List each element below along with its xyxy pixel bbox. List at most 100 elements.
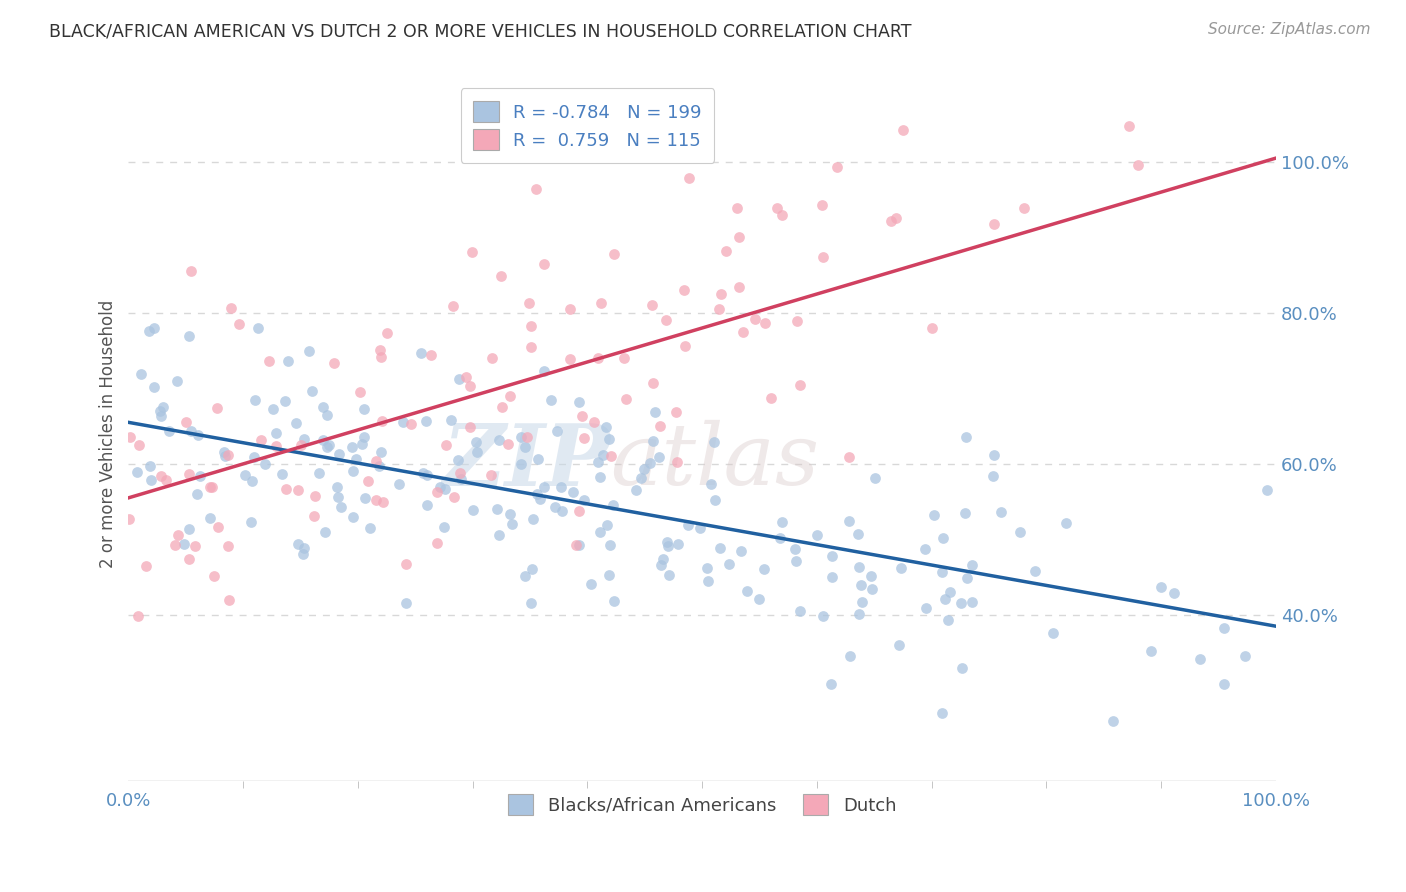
Point bbox=[540, 392, 562, 407]
Point bbox=[1102, 714, 1125, 728]
Point bbox=[759, 391, 782, 405]
Point bbox=[273, 394, 295, 409]
Point bbox=[274, 482, 297, 496]
Point bbox=[496, 437, 519, 451]
Point bbox=[353, 491, 375, 506]
Point bbox=[704, 492, 727, 507]
Point bbox=[257, 354, 280, 368]
Text: atlas: atlas bbox=[610, 420, 820, 503]
Point bbox=[770, 208, 793, 222]
Point bbox=[598, 567, 620, 582]
Point bbox=[568, 538, 591, 552]
Point bbox=[429, 480, 451, 494]
Point bbox=[292, 547, 315, 561]
Point bbox=[558, 301, 581, 316]
Point bbox=[127, 609, 149, 624]
Point bbox=[433, 483, 456, 497]
Point bbox=[515, 568, 537, 582]
Point bbox=[603, 247, 626, 261]
Point bbox=[652, 552, 675, 566]
Point bbox=[1024, 564, 1046, 578]
Point bbox=[412, 466, 434, 480]
Point bbox=[931, 565, 953, 579]
Point bbox=[207, 401, 229, 415]
Point bbox=[533, 480, 555, 494]
Point bbox=[811, 250, 834, 264]
Point bbox=[1188, 652, 1211, 666]
Point bbox=[176, 415, 198, 429]
Point bbox=[1042, 626, 1064, 640]
Point bbox=[120, 430, 142, 444]
Point bbox=[522, 512, 544, 526]
Point bbox=[415, 414, 437, 428]
Point bbox=[433, 519, 456, 533]
Point bbox=[586, 351, 609, 365]
Point bbox=[486, 502, 509, 516]
Point bbox=[464, 434, 486, 449]
Point bbox=[287, 537, 309, 551]
Point bbox=[328, 447, 350, 461]
Point bbox=[198, 480, 221, 494]
Point bbox=[128, 438, 150, 452]
Point bbox=[179, 329, 201, 343]
Point bbox=[630, 471, 652, 485]
Point bbox=[1233, 648, 1256, 663]
Point bbox=[239, 515, 262, 529]
Point bbox=[342, 509, 364, 524]
Point bbox=[330, 500, 353, 514]
Point bbox=[884, 211, 907, 226]
Point bbox=[366, 492, 388, 507]
Point bbox=[1128, 158, 1150, 172]
Point bbox=[228, 317, 250, 331]
Point bbox=[596, 518, 619, 533]
Point bbox=[599, 538, 621, 552]
Point bbox=[434, 438, 457, 452]
Point bbox=[353, 430, 375, 444]
Point bbox=[183, 539, 205, 553]
Point bbox=[399, 417, 422, 431]
Point bbox=[180, 425, 202, 439]
Point bbox=[689, 521, 711, 535]
Point bbox=[820, 677, 842, 691]
Point bbox=[932, 531, 955, 545]
Point bbox=[371, 414, 394, 428]
Point bbox=[1256, 483, 1278, 498]
Point bbox=[149, 469, 172, 483]
Point bbox=[311, 433, 333, 447]
Point bbox=[388, 477, 411, 491]
Point bbox=[533, 256, 555, 270]
Point bbox=[657, 539, 679, 553]
Point bbox=[446, 453, 468, 467]
Point bbox=[529, 491, 551, 506]
Point bbox=[648, 418, 671, 433]
Point bbox=[839, 649, 862, 664]
Point bbox=[614, 392, 637, 407]
Point bbox=[246, 321, 269, 335]
Point bbox=[368, 459, 391, 474]
Point bbox=[301, 384, 323, 398]
Point bbox=[519, 319, 541, 334]
Point bbox=[748, 591, 770, 606]
Point bbox=[287, 483, 309, 497]
Point bbox=[648, 450, 671, 464]
Point bbox=[409, 346, 432, 360]
Point bbox=[394, 558, 416, 572]
Point bbox=[588, 525, 610, 540]
Point bbox=[654, 312, 676, 326]
Point bbox=[186, 427, 208, 442]
Point bbox=[155, 473, 177, 487]
Point bbox=[922, 508, 945, 522]
Point bbox=[277, 354, 299, 368]
Point bbox=[368, 343, 391, 357]
Point bbox=[149, 403, 172, 417]
Point bbox=[955, 429, 977, 443]
Point bbox=[501, 516, 523, 531]
Point bbox=[657, 567, 679, 582]
Point bbox=[806, 527, 828, 541]
Point bbox=[560, 352, 582, 367]
Point bbox=[865, 471, 887, 485]
Point bbox=[416, 498, 439, 512]
Point bbox=[188, 469, 211, 483]
Point bbox=[860, 582, 883, 597]
Point bbox=[730, 544, 752, 558]
